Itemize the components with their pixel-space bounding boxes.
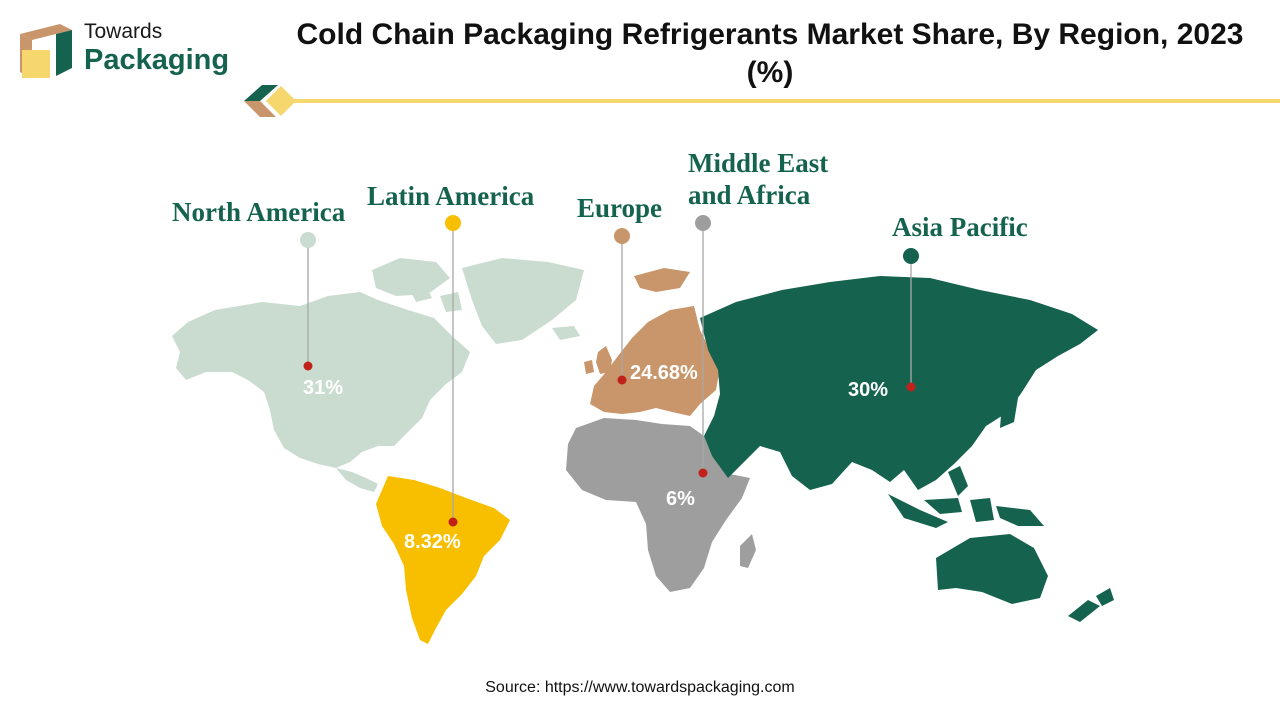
divider-diamond-brown [244, 101, 276, 117]
marker-middle-east-africa [695, 215, 711, 231]
title-divider [244, 85, 1280, 117]
value-asia-pacific: 30% [848, 379, 889, 401]
logo-text-packaging: Packaging [84, 44, 230, 76]
location-dot-europe [617, 375, 627, 385]
logo-box-icon [20, 24, 72, 78]
towards-packaging-logo: Towards Packaging [16, 20, 246, 82]
region-name-north-america: North America [172, 197, 346, 227]
region-north-america[interactable] [172, 258, 584, 492]
location-dot-middle-east-africa [698, 468, 708, 478]
value-europe: 24.68% [630, 362, 698, 384]
region-middle-east-africa[interactable] [566, 418, 756, 592]
marker-asia-pacific [903, 248, 919, 264]
marker-europe [614, 228, 630, 244]
logo-text-towards: Towards [84, 20, 163, 43]
location-dot-latin-america [448, 517, 458, 527]
marker-latin-america [445, 215, 461, 231]
source-note: Source: https://www.towardspackaging.com [485, 679, 795, 696]
chart-title: Cold Chain Packaging Refrigerants Market… [296, 18, 1244, 89]
location-dot-asia-pacific [906, 382, 916, 392]
value-latin-america: 8.32% [404, 531, 461, 553]
leader-lines [307, 223, 912, 522]
value-middle-east-africa: 6% [666, 488, 695, 510]
region-name-europe: Europe [577, 193, 663, 223]
region-latin-america[interactable] [376, 476, 510, 644]
region-asia-pacific[interactable] [700, 276, 1114, 622]
divider-diamond-yellow [266, 86, 296, 116]
divider-diamond-green [244, 85, 278, 101]
marker-north-america [300, 232, 316, 248]
location-dot-north-america [303, 361, 313, 371]
region-name-latin-america: Latin America [367, 181, 535, 211]
value-north-america: 31% [303, 377, 344, 399]
region-europe[interactable] [584, 268, 720, 416]
region-name-asia-pacific: Asia Pacific [892, 212, 1028, 242]
region-name-middle-east-africa: Middle East and Africa [688, 148, 829, 210]
